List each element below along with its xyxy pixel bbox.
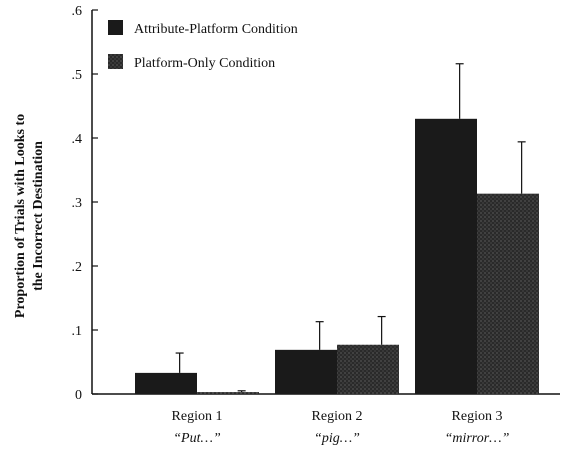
y-tick-label: .5 [72, 68, 83, 83]
bar-attribute-platform-region-2 [275, 349, 337, 394]
bar-platform-only-region-3 [477, 193, 539, 394]
x-category-label: Region 3 [452, 409, 503, 424]
x-category-sublabel: “mirror…” [445, 431, 510, 446]
bar-attribute-platform-region-1 [135, 372, 197, 394]
x-category-label: Region 2 [312, 409, 363, 424]
legend-label-attribute-platform: Attribute-Platform Condition [134, 22, 298, 37]
bar-attribute-platform-region-3 [415, 118, 477, 395]
x-category-sublabel: “Put…” [173, 431, 221, 446]
y-tick-label: .1 [72, 324, 83, 339]
y-tick-label: .2 [72, 260, 83, 275]
x-category-label: Region 1 [172, 409, 223, 424]
y-tick-label: .4 [72, 132, 83, 147]
y-axis-title: Proportion of Trials with Looks to the I… [13, 114, 46, 318]
bar-platform-only-region-1 [197, 392, 259, 394]
legend-swatch-attribute-platform [108, 20, 123, 35]
y-axis-title-line-1: Proportion of Trials with Looks to [13, 114, 28, 318]
y-tick-label: 0 [75, 388, 82, 403]
legend-swatch-platform-only [108, 54, 123, 69]
legend-label-platform-only: Platform-Only Condition [134, 56, 275, 71]
y-axis-title-line-2: the Incorrect Destination [31, 141, 46, 291]
plot-area: 0 .1 .2 .3 .4 .5 .6 Region 1 “Put…” Region 2 “pig…… [72, 4, 560, 446]
bar-platform-only-region-2 [337, 344, 399, 394]
y-tick-label: .3 [72, 196, 83, 211]
x-category-sublabel: “pig…” [314, 431, 360, 446]
legend: Attribute-Platform Condition Platform-On… [108, 20, 298, 71]
y-tick-label: .6 [72, 4, 83, 19]
